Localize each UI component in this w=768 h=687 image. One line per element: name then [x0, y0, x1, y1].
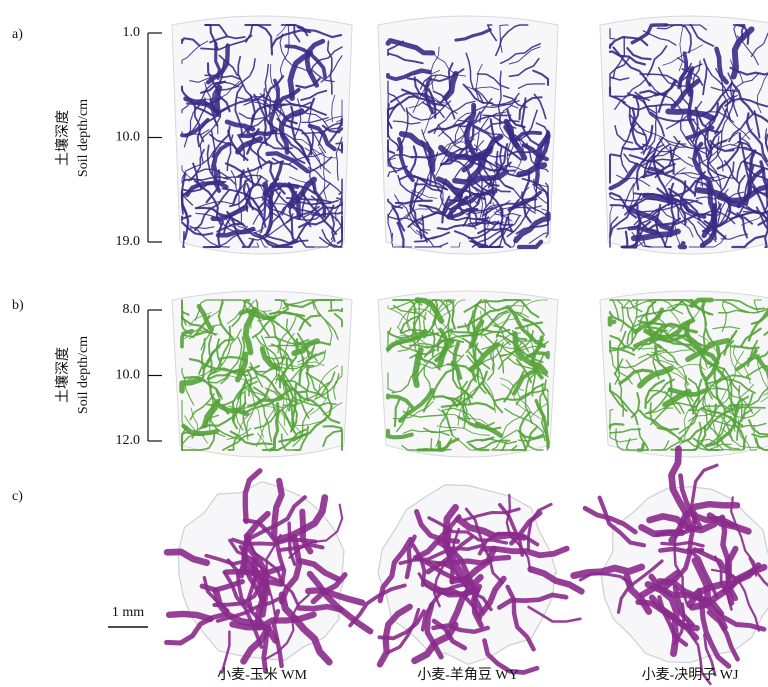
root-rendering [167, 471, 371, 673]
y-axis-label: Soil depth/cm [76, 336, 91, 414]
root-rendering [350, 485, 581, 673]
column-label: 小麦-玉米 WM [217, 667, 307, 683]
figure: a) 1.0 10.0 19.0 土壤深度 Soil depth/cm b) 8.0 10.0 1… [0, 0, 768, 687]
root-rendering [172, 291, 352, 457]
page: {"panels": [ {"label": "a)", "y_label": … [0, 0, 768, 687]
y-axis-label: Soil depth/cm [76, 99, 91, 177]
y-tick-label: 10.0 [116, 130, 141, 145]
panel-label: b) [12, 298, 24, 313]
root-rendering [574, 449, 768, 684]
root-strand [681, 243, 685, 247]
root-strand [169, 614, 210, 619]
root-rendering [600, 16, 768, 254]
root-strand [299, 607, 340, 610]
panel-label: c) [12, 489, 23, 504]
panel-label: a) [12, 27, 23, 42]
root-strand [660, 549, 702, 552]
column-label: 小麦-决明子 WJ [642, 667, 739, 683]
column-label: 小麦-羊角豆 WY [417, 667, 519, 683]
root-rendering [378, 291, 558, 457]
root-rendering [378, 16, 558, 254]
y-axis-label: 土壤深度 [54, 347, 71, 403]
scale-bar-label: 1 mm [112, 605, 144, 620]
root-strand [264, 630, 267, 672]
root-rendering [600, 291, 768, 457]
cylinder-outline [600, 291, 768, 457]
y-tick-label: 19.0 [116, 234, 141, 249]
y-tick-label: 10.0 [116, 368, 141, 383]
y-axis-label: 土壤深度 [54, 110, 71, 166]
root-rendering [172, 16, 352, 254]
y-tick-label: 8.0 [123, 302, 141, 317]
y-tick-label: 1.0 [123, 25, 141, 40]
y-tick-label: 12.0 [116, 433, 141, 448]
